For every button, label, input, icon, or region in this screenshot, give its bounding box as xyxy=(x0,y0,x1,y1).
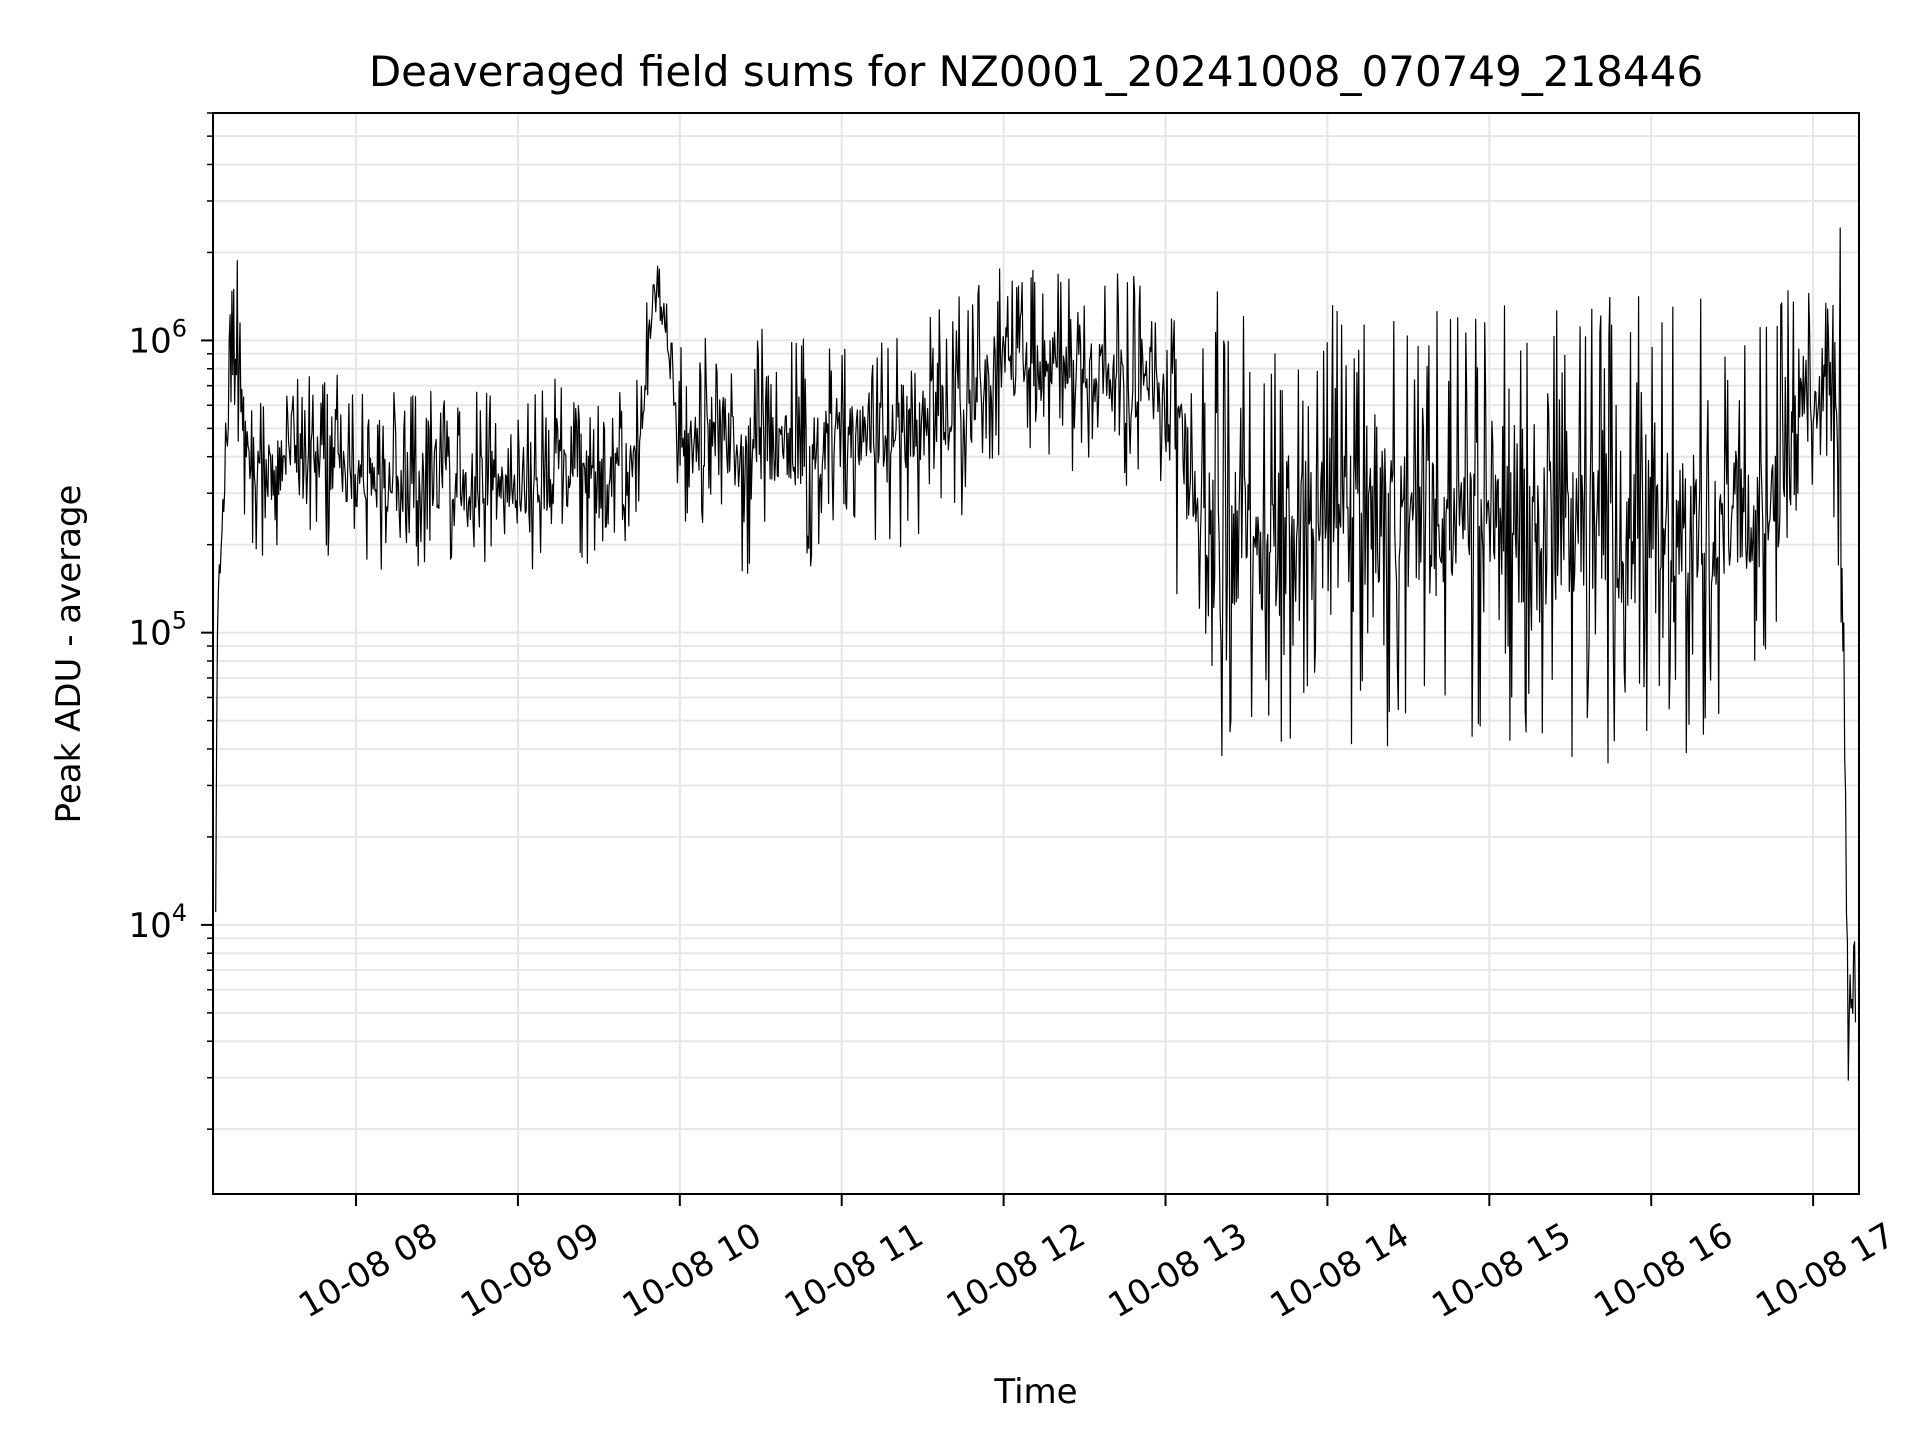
y-tick-label: 106 xyxy=(128,314,187,361)
x-axis-label: Time xyxy=(993,1372,1077,1412)
series-layer xyxy=(215,227,1857,1081)
y-tick-label-base: 10 xyxy=(128,614,171,654)
y-tick-label-base: 10 xyxy=(128,906,171,946)
y-tick-label-exponent: 6 xyxy=(172,314,187,342)
series-line xyxy=(215,227,1857,1081)
y-axis-label: Peak ADU - average xyxy=(49,485,89,824)
y-tick-label: 105 xyxy=(128,607,187,654)
y-tick-label-exponent: 5 xyxy=(172,607,187,635)
plot-frame xyxy=(212,112,1860,1195)
y-tick-label-base: 10 xyxy=(128,321,171,361)
chart-title: Deaveraged field sums for NZ0001_2024100… xyxy=(369,47,1703,96)
y-tick-label: 104 xyxy=(128,899,187,946)
y-tick-label-exponent: 4 xyxy=(172,899,187,927)
grid-layer xyxy=(213,112,1859,1194)
